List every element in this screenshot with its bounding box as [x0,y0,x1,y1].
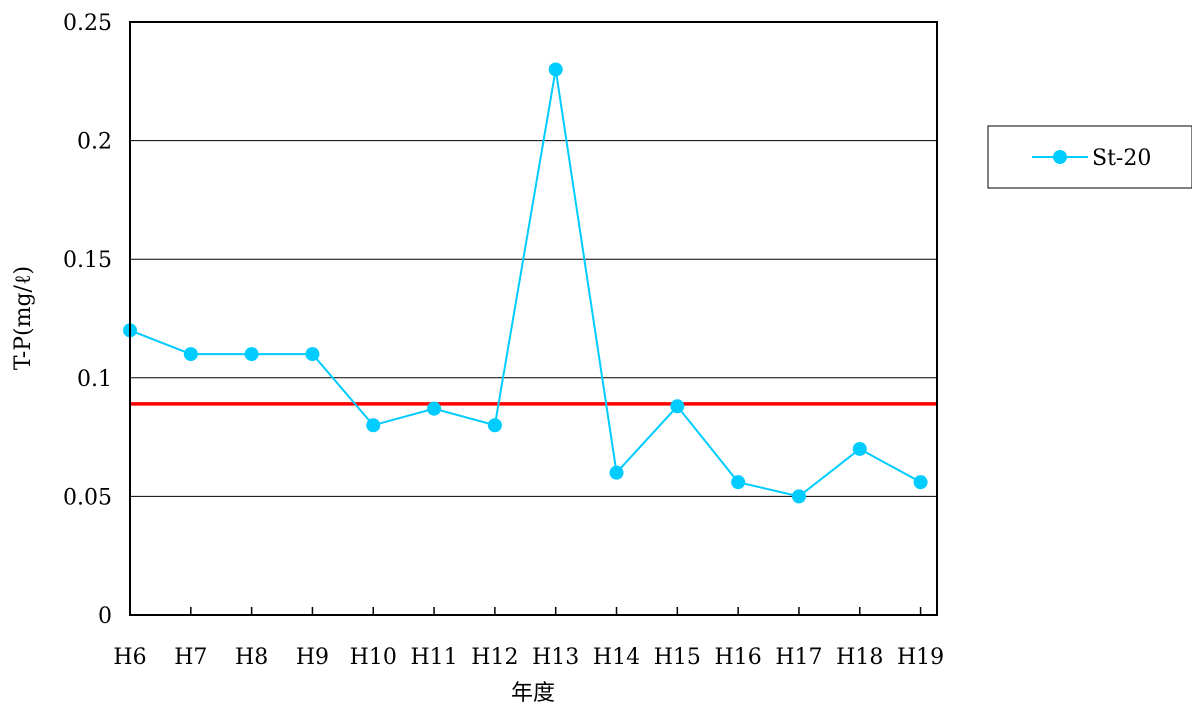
y-axis-title: T-P(mg/ℓ) [11,266,36,370]
x-tick-label-H18: H18 [836,645,883,670]
x-tick-label-H13: H13 [532,645,579,670]
x-tick-label-H11: H11 [410,645,457,670]
y-tick-label-1: 0.05 [63,485,112,510]
data-point-H9 [305,347,320,362]
series-layer [123,62,928,504]
data-point-H15 [670,399,685,414]
series-line-St-20 [129,69,922,498]
legend-box [987,125,1192,189]
data-point-H16 [731,475,746,490]
data-point-H13 [548,62,563,77]
x-tick-label-H6: H6 [113,645,146,670]
x-tick-label-H9: H9 [296,645,329,670]
y-tick-label-4: 0.2 [77,130,112,155]
x-tick-label-H10: H10 [350,645,397,670]
data-point-H11 [427,401,442,416]
data-point-H12 [487,418,502,433]
plot-area-frame [129,21,938,616]
x-tick-label-H19: H19 [897,645,944,670]
x-tick-label-H17: H17 [775,645,822,670]
legend: St-20 [987,125,1192,189]
y-tick-label-2: 0.1 [77,367,112,392]
x-tick-label-H8: H8 [235,645,268,670]
x-tick-label-H7: H7 [174,645,207,670]
data-point-H19 [913,475,928,490]
x-axis-title: 年度 [511,681,555,706]
data-point-H10 [366,418,381,433]
data-point-H14 [609,465,624,480]
legend-marker-icon [1053,150,1067,164]
data-point-H7 [183,347,198,362]
y-tick-label-5: 0.25 [63,11,112,36]
data-point-H18 [852,441,867,456]
x-tick-label-H15: H15 [654,645,701,670]
axes: 0 0.05 0.1 0.15 0.2 0.25 H6 H7 H8 H9 H10 H11 H12 H13 H… [63,11,944,670]
y-tick-label-0: 0 [98,604,112,629]
legend-label-st-20: St-20 [1092,146,1151,171]
data-point-H17 [791,489,806,504]
x-tick-label-H12: H12 [471,645,518,670]
y-tick-label-3: 0.15 [63,248,112,273]
x-tick-label-H14: H14 [593,645,640,670]
data-point-H8 [244,347,259,362]
x-tick-label-H16: H16 [715,645,762,670]
